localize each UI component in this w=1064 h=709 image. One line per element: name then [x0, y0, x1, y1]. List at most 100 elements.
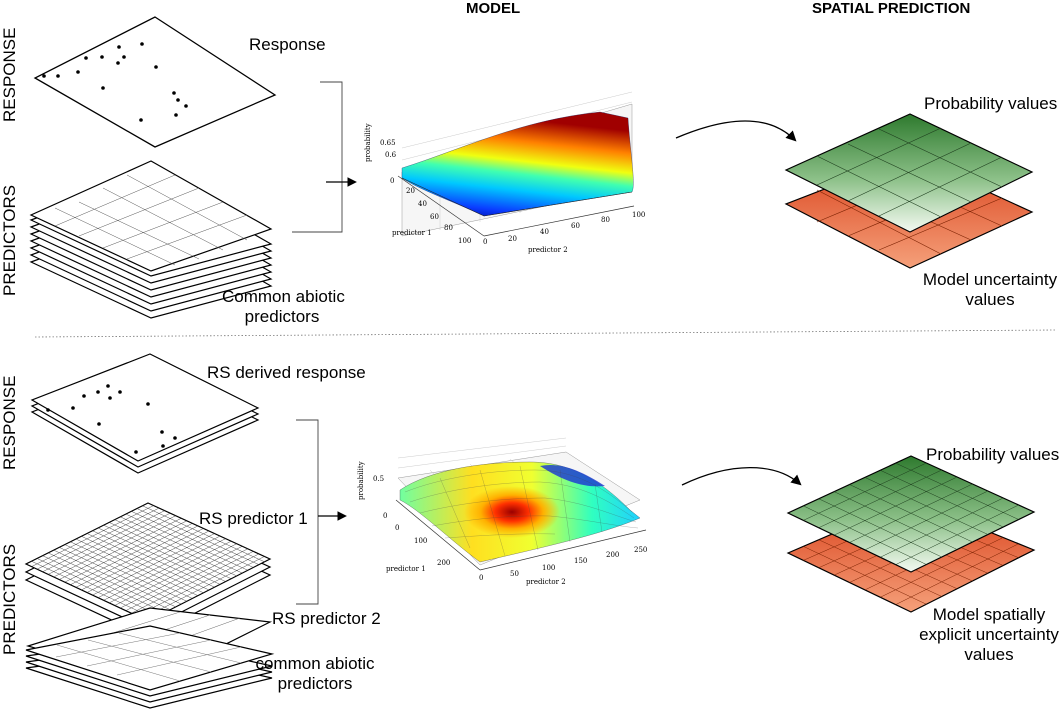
- plot-bottom-p2tick: 50: [510, 570, 519, 578]
- probability-values-label-top: Probability values: [924, 94, 1058, 113]
- probability-layer-bottom: [786, 455, 1036, 573]
- plot-top-p1tick: 60: [430, 213, 439, 221]
- bracket-bottom: [296, 419, 319, 605]
- grid-line: [834, 491, 958, 550]
- plot-bottom-p2tick: 0: [479, 574, 483, 582]
- grid-line: [70, 541, 193, 599]
- plot-top-p2tick: 60: [571, 222, 580, 230]
- bracket-top: [292, 81, 343, 233]
- rs-predictor-1-grid: [31, 505, 265, 619]
- uncertainty-values-label-top: Model uncertainty values: [920, 270, 1060, 310]
- plot-top-p2tick: 80: [601, 216, 610, 224]
- abiotic-grid-bottom: [55, 632, 242, 682]
- plot-bottom-ylabel: predictor 2: [526, 578, 566, 586]
- rs-response-stack: [30, 353, 260, 474]
- plot-top-ylabel: predictor 2: [528, 246, 568, 254]
- grid-line: [92, 533, 215, 596]
- grid-line: [59, 547, 182, 605]
- abiotic-label-line-1: common abiotic: [255, 654, 375, 673]
- arrow-to-prediction-bottom: [681, 466, 802, 486]
- probability-values-label-bottom: Probability values: [926, 445, 1060, 464]
- rs-predictor-2-label: RS predictor 2: [272, 609, 381, 628]
- predictors-label: Common abiotic predictors: [222, 287, 345, 327]
- plot-bottom-p2tick: 200: [606, 551, 619, 559]
- grid-line: [818, 539, 942, 597]
- grid-line: [803, 505, 927, 565]
- grid-line: [81, 536, 204, 594]
- plot-bottom-p2tick: 150: [574, 557, 587, 565]
- plot-top-xlabel: predictor 1: [392, 229, 432, 237]
- rs-derived-response-label: RS derived response: [207, 363, 366, 382]
- plot-top-ztick: 0.65: [380, 139, 396, 147]
- predictors-label-line-2: predictors: [244, 307, 320, 326]
- grid-line: [880, 537, 1004, 598]
- grid-line: [131, 551, 254, 614]
- plot-bottom-xlabel: predictor 1: [386, 565, 426, 573]
- grid-line: [125, 548, 248, 611]
- surface-plot-bottom: probability 0.5 0 0 100 200 predictor 1 …: [357, 437, 647, 586]
- rs-response-points: [46, 384, 177, 454]
- grid-line: [64, 544, 187, 602]
- probability-layer-top: [784, 113, 1034, 233]
- grid-line: [109, 540, 232, 604]
- grid-line: [42, 555, 165, 613]
- grid-line: [895, 504, 1019, 565]
- plot-bottom-p1tick: 100: [414, 537, 427, 545]
- surface-top: [401, 111, 634, 217]
- uncertainty-label-line-2: values: [965, 290, 1015, 309]
- grid-line: [864, 490, 988, 551]
- grid-line: [849, 484, 973, 543]
- grid-line: [86, 533, 210, 591]
- response-points: [42, 42, 188, 122]
- grid-line: [142, 556, 265, 619]
- plot-top-p1tick: 40: [418, 200, 427, 208]
- abiotic-label-bottom: common abiotic predictors: [255, 654, 375, 694]
- spatial-uncertainty-line-3: values: [964, 645, 1014, 664]
- rs-predictor-1-label: RS predictor 1: [199, 509, 308, 528]
- plot-top-p2tick: 100: [632, 211, 645, 219]
- predictor-stack-top: [29, 160, 273, 319]
- grid-line: [97, 535, 221, 598]
- grid-line: [136, 553, 260, 617]
- plot-top-p2tick: 40: [540, 228, 549, 236]
- section-divider: [34, 329, 1056, 338]
- grid-line: [803, 546, 927, 605]
- grid-line: [48, 552, 171, 610]
- arrow-to-prediction-top: [675, 120, 797, 142]
- spatial-uncertainty-line-1: Model spatially: [932, 605, 1046, 624]
- abiotic-label-line-2: predictors: [277, 674, 353, 693]
- grid-line: [880, 497, 1004, 558]
- grid-line: [114, 543, 237, 606]
- abiotic-stack-bottom: [25, 625, 275, 709]
- spatial-prediction-header: SPATIAL PREDICTION: [812, 0, 971, 17]
- plot-bottom-p1tick: 0: [395, 524, 399, 532]
- plot-top-p1tick: 20: [406, 187, 415, 195]
- surface-plot-top: probability 0.65 0.6 0 20 40 60 80 100 p…: [364, 91, 645, 254]
- response-label: Response: [249, 35, 326, 54]
- predictors-label-line-1: Common abiotic: [222, 287, 345, 306]
- plot-bottom-p2tick: 250: [634, 546, 647, 554]
- plot-top-p1tick: 100: [458, 237, 471, 245]
- model-header: MODEL: [466, 0, 521, 17]
- predictor-grid-top: [54, 174, 248, 266]
- plot-bottom-ztick: 0.5: [373, 475, 384, 483]
- grid-line: [75, 538, 199, 596]
- plot-top-p2tick: 20: [508, 235, 517, 243]
- uncertainty-values-label-bottom: Model spatially explicit uncertainty val…: [916, 605, 1062, 665]
- plot-top-ztick: 0.6: [385, 151, 397, 159]
- grid-line: [36, 558, 160, 616]
- plot-top-p2tick: 0: [483, 238, 487, 246]
- plot-top-zlabel: probability: [364, 123, 372, 162]
- grid-line: [103, 538, 226, 601]
- plot-bottom-p1tick: 200: [437, 559, 450, 567]
- spatial-uncertainty-line-2: explicit uncertainty: [919, 625, 1059, 644]
- uncertainty-label-line-1: Model uncertainty: [922, 270, 1058, 289]
- grid-line: [818, 498, 942, 558]
- grid-line: [895, 543, 1019, 605]
- plot-bottom-p2tick: 100: [542, 564, 555, 572]
- grid-line: [31, 561, 154, 619]
- plot-bottom-zlabel: probability: [357, 461, 365, 500]
- grid-line: [120, 546, 243, 609]
- response-layer: [33, 16, 277, 148]
